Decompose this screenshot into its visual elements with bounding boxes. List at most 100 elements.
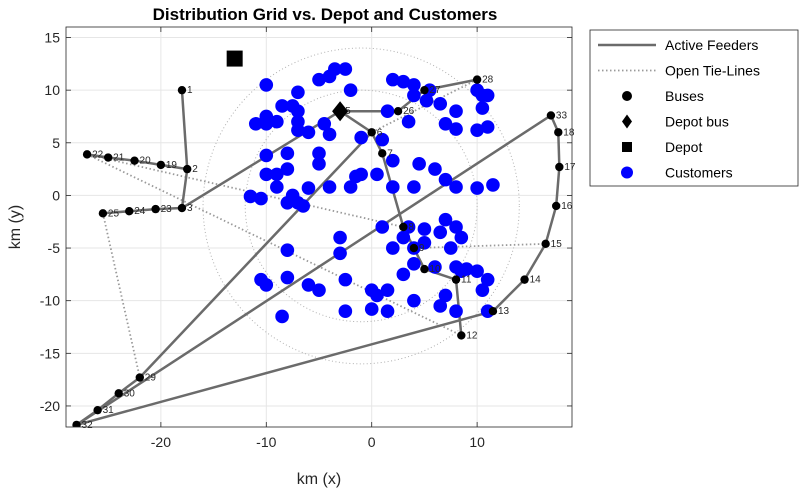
customer-point [438, 288, 453, 303]
legend-swatch-depot [622, 142, 632, 152]
bus-label: 1 [187, 85, 193, 96]
customer-point [259, 148, 274, 163]
feeder-line [128, 207, 157, 213]
feeder-line [75, 309, 495, 427]
customer-point [438, 212, 453, 227]
bus-label: 15 [551, 239, 563, 250]
bus-label: 31 [103, 405, 115, 416]
customer-point [396, 267, 411, 282]
customer-point [322, 180, 337, 194]
customer-point [454, 230, 469, 245]
legend-swatch-customer [621, 166, 633, 179]
bus-label: 7 [387, 148, 393, 159]
bus-point [125, 207, 134, 216]
y-tick-label: 0 [52, 187, 60, 203]
customer-point [301, 181, 316, 195]
customer-point [380, 104, 395, 119]
bus-point [541, 239, 550, 249]
x-ticks: -20 -10 0 10 [151, 27, 485, 450]
bus-label: 6 [377, 127, 383, 138]
x-axis-label: km (x) [297, 471, 341, 488]
feeder-line [523, 242, 547, 281]
bus-label: 18 [563, 127, 575, 138]
feeder-line [75, 114, 553, 427]
legend-label: Active Feeders [665, 37, 758, 53]
customer-point [338, 272, 353, 287]
bus-label: 14 [530, 275, 542, 286]
bus-point [420, 85, 429, 95]
bus-point [82, 150, 92, 159]
customer-point [407, 180, 421, 194]
depot-markers [226, 50, 349, 122]
customer-point [443, 241, 458, 255]
feeder-line [154, 206, 184, 211]
feeder-line [338, 109, 373, 134]
bus-point [72, 420, 81, 427]
bus-point [98, 209, 108, 218]
customer-point [438, 172, 453, 187]
customer-point [280, 162, 295, 176]
customer-point [470, 123, 484, 137]
customer-point [312, 283, 326, 297]
legend-box [589, 29, 799, 187]
y-tick-label: -10 [40, 293, 60, 309]
customer-point [354, 167, 368, 182]
customer-point [301, 125, 316, 140]
legend-label: Customers [665, 165, 733, 181]
customer-point [296, 199, 310, 213]
customer-point [449, 304, 463, 319]
tie-line [102, 213, 141, 378]
bus-label: 24 [134, 206, 146, 217]
customer-point [417, 235, 432, 250]
x-tick-label: 10 [469, 434, 485, 450]
bus-label: 30 [124, 388, 136, 399]
bus-point [378, 149, 387, 158]
customer-point [259, 117, 274, 131]
bus-point [451, 275, 461, 284]
x-tick-label: 0 [368, 434, 376, 450]
customer-point [375, 132, 390, 147]
feeder-line [117, 376, 142, 395]
x-tick-label: -10 [256, 434, 276, 450]
bus-labels: 1235678910111213141516171819202122232425… [82, 75, 576, 431]
customer-point [270, 167, 284, 182]
bus-point [520, 275, 529, 284]
customer-point [291, 123, 305, 137]
bus-point [130, 156, 139, 165]
legend-label: Open Tie-Lines [665, 63, 760, 79]
customer-point [270, 114, 284, 129]
bus-label: 17 [564, 162, 576, 173]
customer-point [338, 62, 353, 76]
customer-point [317, 117, 332, 131]
customer-point [370, 288, 384, 303]
grid [66, 27, 572, 427]
service-circle [244, 89, 478, 323]
customer-point [312, 157, 326, 171]
customer-point [380, 283, 395, 297]
depot-marker [226, 50, 243, 67]
bus-point [367, 128, 376, 137]
customer-point [480, 88, 495, 103]
bus-point [393, 107, 403, 116]
customer-point [280, 243, 295, 257]
customer-point [470, 264, 484, 279]
customer-point [385, 241, 400, 255]
y-axis-label: km (y) [7, 205, 24, 249]
bus-label: 32 [82, 420, 94, 431]
customer-point [259, 278, 274, 292]
customer-point [275, 99, 289, 113]
feeder-line [106, 156, 136, 162]
legend-label: Buses [665, 88, 704, 104]
bus-label: 10 [429, 264, 441, 275]
feeder-line [101, 209, 131, 215]
tie-line [86, 153, 462, 337]
feeder-line [557, 131, 561, 169]
customer-point [364, 302, 379, 316]
bus-point [555, 162, 564, 172]
bus-label: 22 [92, 149, 104, 160]
customer-point [433, 225, 448, 240]
bus-label: 25 [108, 208, 120, 219]
bus-point [457, 331, 466, 340]
bus-label: 33 [556, 110, 568, 121]
